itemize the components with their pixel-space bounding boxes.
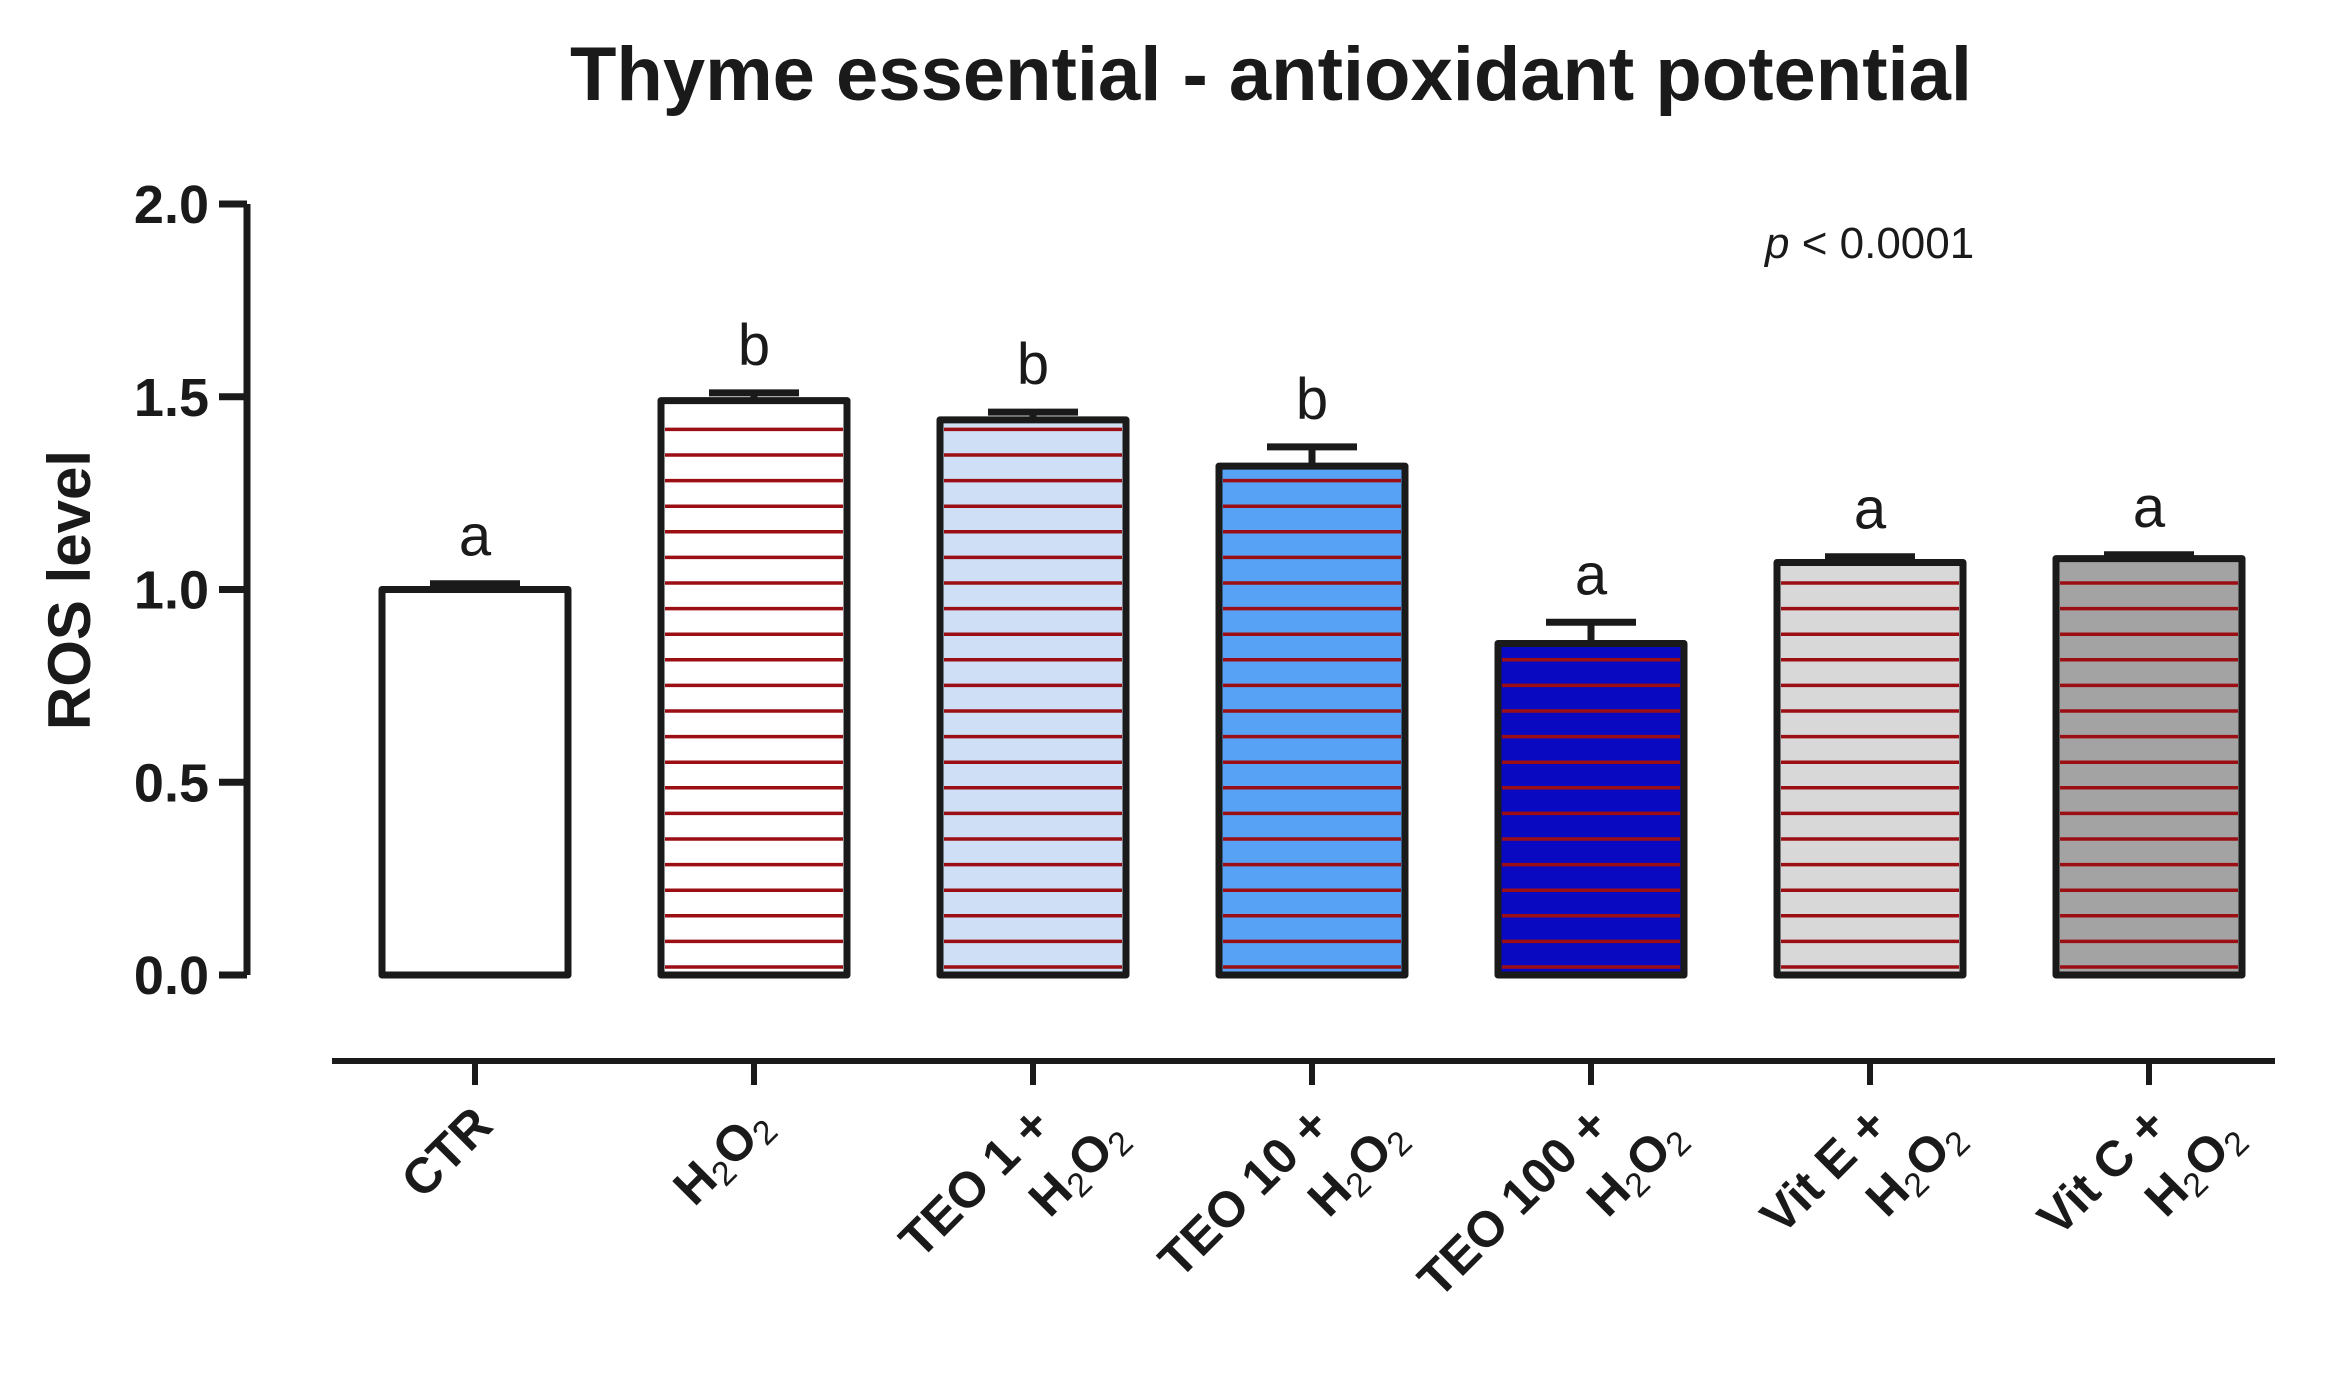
y-tick-label: 0.0 xyxy=(134,946,209,1006)
y-tick-label: 2.0 xyxy=(134,175,209,235)
bar-group: a xyxy=(1494,542,1688,979)
x-tick-label-line: TEO 100 + xyxy=(1407,1096,1619,1308)
x-tick-label-line: CTR xyxy=(391,1096,503,1208)
significance-label: b xyxy=(1017,332,1049,397)
bar xyxy=(2056,558,2242,975)
bar xyxy=(1777,562,1963,975)
y-tick-label: 1.0 xyxy=(134,561,209,621)
bar xyxy=(382,589,568,975)
bar-hatch xyxy=(1781,581,1959,969)
y-tick-label: 0.5 xyxy=(134,753,209,813)
bar-group: b xyxy=(657,313,851,979)
x-tick-label: TEO 100 +H2O2 xyxy=(1407,1064,1699,1356)
x-axis xyxy=(332,1058,2275,1085)
significance-label: b xyxy=(1296,367,1328,432)
x-tick-label: CTR xyxy=(391,1096,503,1208)
significance-label: a xyxy=(1575,542,1608,607)
significance-label: a xyxy=(2133,475,2166,540)
y-tick-label: 1.5 xyxy=(134,368,209,428)
significance-label: b xyxy=(738,313,770,378)
x-tick-label-line: H2O2 xyxy=(662,1096,785,1219)
bar xyxy=(661,400,847,976)
bar-group: b xyxy=(936,332,1130,979)
bar-hatch xyxy=(944,427,1122,969)
p-value-text: < 0.0001 xyxy=(1789,219,1974,268)
bar-hatch xyxy=(665,427,843,969)
x-tick-label: TEO 1 +H2O2 xyxy=(888,1064,1140,1316)
bar xyxy=(1498,643,1684,975)
bar-group: b xyxy=(1215,367,1409,979)
bar-hatch xyxy=(2060,581,2238,969)
y-axis-label: ROS level xyxy=(36,450,103,730)
bar-group: a xyxy=(378,504,572,979)
bar-hatch xyxy=(1502,658,1680,969)
chart-title: Thyme essential - antioxidant potential xyxy=(570,32,1972,117)
p-value-annotation: p < 0.0001 xyxy=(1763,219,1974,268)
x-tick-label: Vit C +H2O2 xyxy=(2027,1064,2257,1294)
significance-label: a xyxy=(459,504,492,569)
y-axis: 0.0 0.5 1.0 1.5 2.0 xyxy=(134,175,251,1006)
bar-group: a xyxy=(1773,477,1967,979)
bar xyxy=(1219,466,1405,975)
bar xyxy=(940,419,1126,975)
x-tick-label: Vit E +H2O2 xyxy=(1750,1064,1978,1292)
x-tick-label: TEO 10 +H2O2 xyxy=(1148,1064,1420,1336)
x-tick-label: H2O2 xyxy=(662,1096,785,1219)
bar-hatch xyxy=(1223,478,1401,969)
bars-group: a b b b a a a xyxy=(378,313,2246,979)
significance-label: a xyxy=(1854,477,1887,542)
bar-group: a xyxy=(2052,475,2246,979)
p-value-italic: p xyxy=(1763,219,1789,268)
